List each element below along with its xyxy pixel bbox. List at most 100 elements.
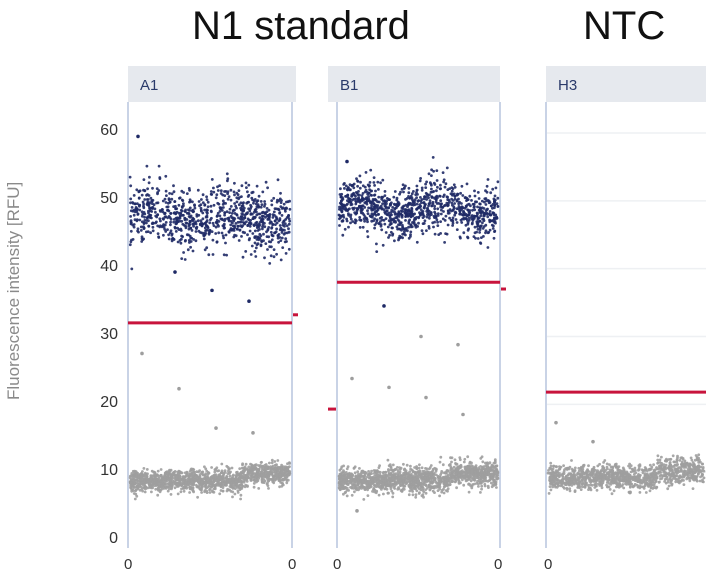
negative-droplet	[280, 467, 283, 470]
positive-droplet	[479, 241, 482, 245]
positive-droplet	[488, 210, 492, 213]
positive-droplet	[188, 206, 192, 210]
negative-droplet	[353, 490, 356, 494]
negative-droplet	[387, 491, 390, 495]
outlier-droplet	[382, 304, 386, 308]
positive-droplet	[419, 177, 422, 180]
positive-droplet	[359, 180, 362, 184]
negative-droplet	[243, 467, 247, 471]
positive-droplet	[354, 197, 358, 201]
negative-droplet	[221, 489, 225, 493]
positive-droplet	[393, 212, 397, 216]
negative-droplet	[212, 490, 216, 494]
negative-droplet	[376, 484, 379, 488]
positive-droplet	[377, 188, 380, 191]
positive-droplet	[484, 189, 487, 193]
positive-droplet	[221, 199, 225, 203]
positive-droplet	[420, 229, 424, 233]
positive-droplet	[236, 193, 240, 197]
positive-droplet	[388, 202, 392, 206]
positive-droplet	[373, 206, 377, 210]
positive-droplet	[158, 209, 162, 212]
negative-droplet	[451, 475, 455, 479]
positive-droplet	[194, 239, 198, 243]
negative-droplet	[186, 471, 189, 475]
positive-droplet	[224, 241, 227, 245]
positive-droplet	[447, 209, 450, 213]
negative-droplet	[238, 483, 242, 487]
positive-droplet	[358, 218, 362, 222]
positive-droplet	[269, 240, 273, 244]
negative-droplet	[423, 470, 426, 473]
positive-droplet	[263, 211, 267, 215]
positive-droplet	[166, 205, 170, 209]
negative-droplet	[353, 484, 356, 487]
positive-droplet	[154, 210, 157, 214]
positive-droplet	[284, 237, 288, 241]
positive-droplet	[164, 189, 168, 193]
negative-droplet	[562, 464, 565, 467]
negative-droplet	[281, 472, 285, 475]
positive-droplet	[268, 262, 272, 265]
negative-droplet	[213, 487, 217, 491]
positive-droplet	[140, 193, 144, 197]
outlier-droplet	[424, 395, 428, 400]
positive-droplet	[347, 212, 350, 216]
positive-droplet	[240, 195, 243, 199]
negative-droplet	[362, 498, 366, 501]
positive-droplet	[148, 175, 151, 179]
positive-droplet	[265, 210, 269, 214]
positive-droplet	[483, 200, 486, 204]
negative-droplet	[413, 470, 416, 474]
positive-droplet	[169, 223, 172, 227]
positive-droplet	[412, 221, 416, 224]
positive-droplet	[448, 187, 452, 191]
positive-droplet	[361, 211, 364, 215]
outlier-droplet	[419, 334, 423, 339]
positive-droplet	[156, 232, 160, 236]
positive-droplet	[434, 212, 437, 216]
negative-droplet	[377, 466, 381, 469]
positive-droplet	[139, 225, 143, 229]
positive-droplet	[243, 216, 247, 220]
positive-droplet	[199, 219, 203, 223]
positive-droplet	[252, 210, 256, 214]
positive-droplet	[394, 216, 397, 220]
negative-droplet	[159, 473, 163, 477]
negative-droplet	[444, 475, 447, 479]
negative-droplet	[440, 470, 444, 473]
positive-droplet	[436, 220, 439, 224]
negative-droplet	[343, 487, 346, 490]
positive-droplet	[263, 200, 266, 203]
positive-droplet	[398, 227, 402, 231]
negative-droplet	[414, 493, 418, 496]
positive-droplet	[263, 205, 266, 208]
positive-droplet	[483, 214, 486, 218]
negative-droplet	[453, 480, 457, 484]
positive-droplet	[496, 196, 500, 200]
negative-droplet	[428, 473, 431, 477]
positive-droplet	[341, 233, 345, 237]
negative-droplet	[474, 470, 478, 474]
negative-droplet	[431, 489, 435, 493]
positive-droplet	[288, 219, 292, 223]
negative-droplet	[223, 471, 227, 474]
positive-droplet	[356, 184, 359, 188]
positive-droplet	[280, 236, 284, 240]
negative-droplet	[433, 466, 437, 470]
negative-droplet	[384, 470, 388, 474]
negative-droplet	[416, 480, 420, 484]
positive-droplet	[409, 210, 413, 213]
positive-droplet	[147, 181, 151, 185]
negative-droplet	[180, 487, 183, 491]
negative-droplet	[280, 484, 284, 488]
positive-droplet	[480, 211, 483, 215]
positive-droplet	[266, 228, 270, 232]
positive-droplet	[427, 202, 431, 206]
negative-droplet	[468, 475, 471, 478]
positive-droplet	[140, 220, 144, 224]
positive-droplet	[214, 225, 218, 229]
negative-droplet	[207, 471, 211, 475]
negative-droplet	[455, 462, 459, 466]
positive-droplet	[493, 200, 496, 204]
